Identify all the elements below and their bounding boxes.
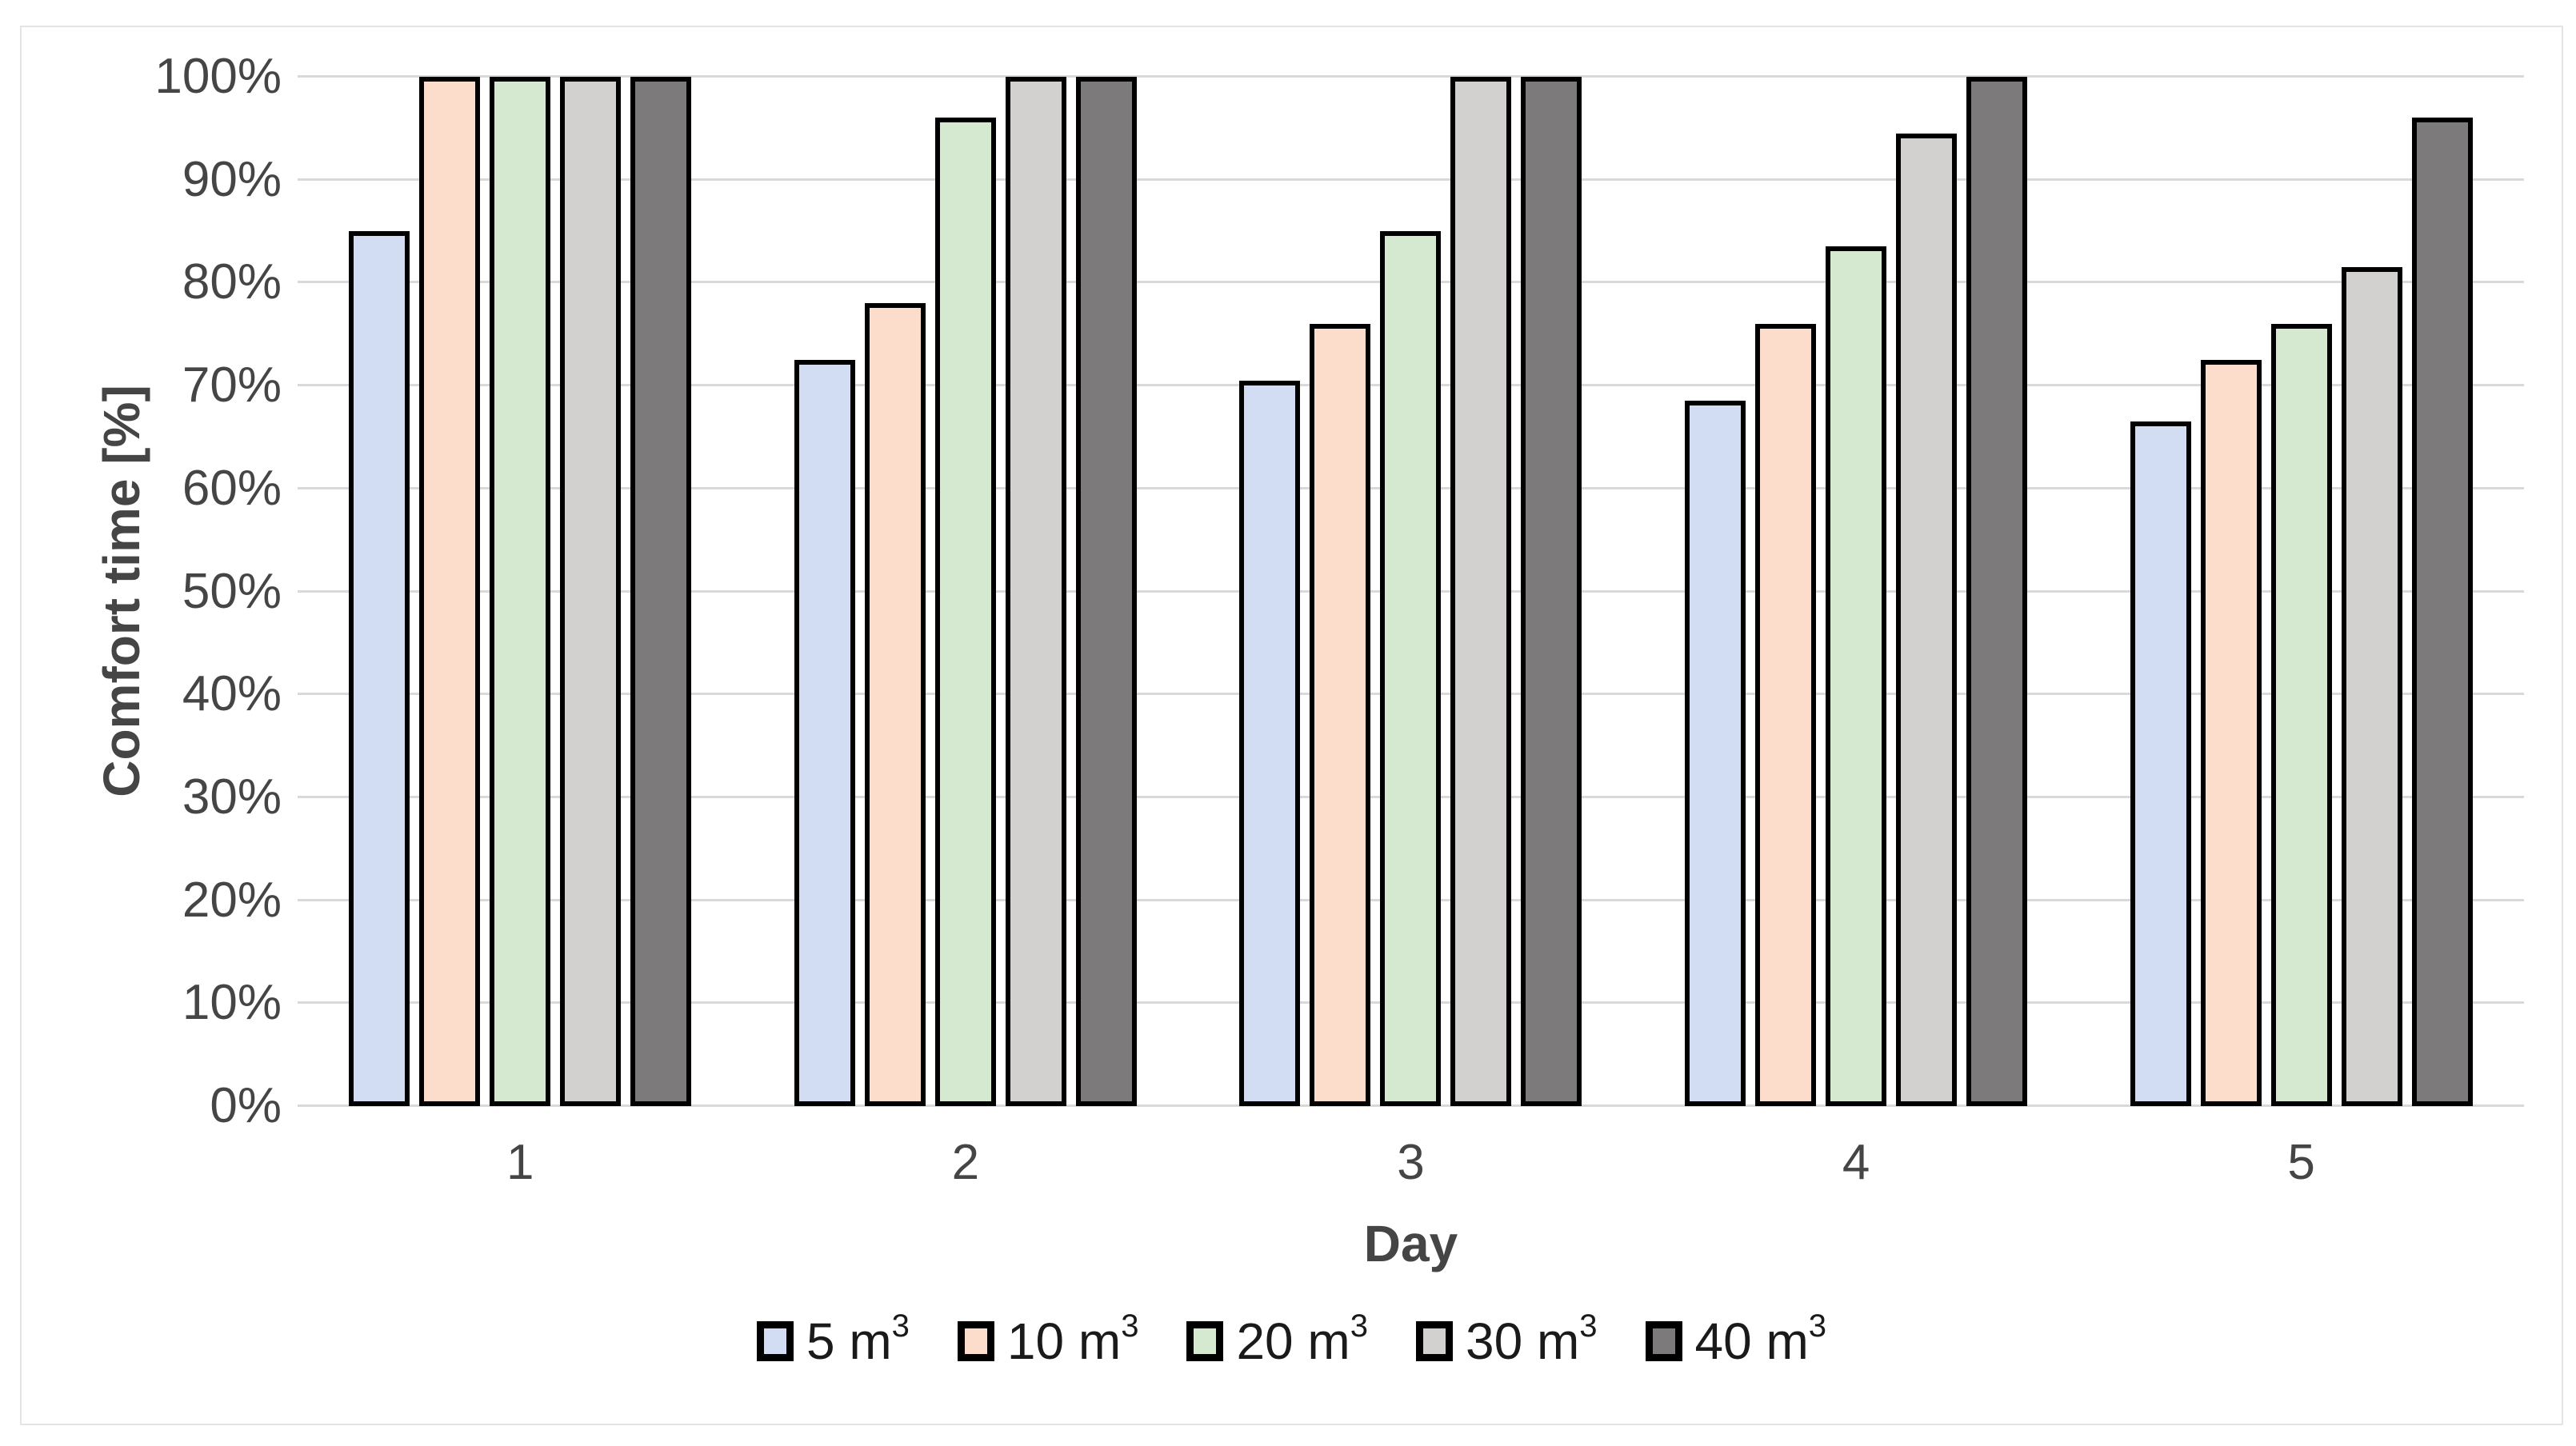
legend-marker-icon [756, 1321, 794, 1362]
bar-10m³-day-4 [1755, 323, 1817, 1106]
x-tick-label-1: 1 [506, 1135, 534, 1190]
legend-label-text: 20 m [1236, 1312, 1350, 1370]
bar-5m³-day-4 [1685, 401, 1746, 1106]
legend-item-5m³: 5 m3 [756, 1310, 910, 1370]
gridline-90 [298, 178, 2524, 181]
bar-20m³-day-3 [1380, 231, 1442, 1106]
y-tick-label-60: 60% [182, 460, 282, 516]
bar-40m³-day-1 [630, 77, 692, 1106]
legend-item-20m³: 20 m3 [1186, 1310, 1368, 1370]
plot-area [298, 75, 2524, 1107]
chart-figure: Comfort time [%] 0% 10% 20% 30% 40% 50% 60% 70%… [20, 26, 2563, 1425]
bar-30m³-day-3 [1450, 77, 1512, 1106]
y-tick-label-100: 100% [154, 49, 282, 104]
y-tick-label-0: 0% [210, 1078, 282, 1133]
legend-label-text: 5 m [806, 1312, 892, 1370]
x-tick-label-2: 2 [951, 1135, 980, 1190]
bar-20m³-day-4 [1826, 246, 1887, 1106]
y-tick-label-80: 80% [182, 254, 282, 310]
bar-5m³-day-1 [349, 231, 410, 1106]
legend-label: 10 m3 [1006, 1310, 1139, 1370]
bar-5m³-day-3 [1239, 380, 1301, 1106]
legend-item-30m³: 30 m3 [1415, 1310, 1598, 1370]
legend-label: 20 m3 [1236, 1310, 1368, 1370]
legend-label-superscript: 3 [1350, 1308, 1368, 1344]
x-tick-label-4: 4 [1842, 1135, 1870, 1190]
bar-30m³-day-4 [1896, 133, 1958, 1106]
legend-item-40m³: 40 m3 [1645, 1310, 1827, 1370]
bar-20m³-day-1 [490, 77, 551, 1106]
legend-label-superscript: 3 [1579, 1308, 1598, 1344]
bar-group-day-3 [1188, 77, 1634, 1106]
gridline-100 [298, 75, 2524, 78]
legend: 5 m3 10 m3 20 m3 30 m3 40 m3 [22, 1310, 2562, 1370]
legend-marker-icon [957, 1321, 994, 1362]
legend-label-superscript: 3 [1808, 1308, 1827, 1344]
x-axis-tick-labels: 1 2 3 4 5 [298, 1134, 2524, 1191]
bar-20m³-day-5 [2270, 323, 2332, 1106]
bar-40m³-day-5 [2411, 118, 2473, 1106]
bar-group-day-2 [743, 77, 1189, 1106]
legend-label: 40 m3 [1694, 1310, 1827, 1370]
bar-30m³-day-2 [1005, 77, 1066, 1106]
y-tick-label-10: 10% [182, 975, 282, 1031]
x-axis-title: Day [1363, 1215, 1458, 1272]
bar-groups [298, 77, 2524, 1106]
bar-40m³-day-4 [1966, 77, 2028, 1106]
legend-marker-icon [1186, 1321, 1224, 1362]
legend-label-superscript: 3 [891, 1308, 910, 1344]
bar-30m³-day-5 [2341, 267, 2402, 1106]
y-tick-label-50: 50% [182, 563, 282, 619]
y-tick-label-20: 20% [182, 872, 282, 928]
bar-10m³-day-1 [419, 77, 481, 1106]
y-tick-label-30: 30% [182, 769, 282, 825]
legend-label: 5 m3 [806, 1310, 910, 1370]
bar-10m³-day-3 [1310, 323, 1371, 1106]
legend-label-text: 40 m [1694, 1312, 1809, 1370]
legend-label-text: 10 m [1006, 1312, 1122, 1370]
bar-5m³-day-5 [2130, 421, 2191, 1106]
bar-5m³-day-2 [794, 359, 855, 1106]
bar-40m³-day-2 [1075, 77, 1137, 1106]
bar-20m³-day-2 [934, 118, 996, 1106]
y-axis-tick-labels: 0% 10% 20% 30% 40% 50% 60% 70% 80% 90% 100% [22, 52, 282, 1131]
legend-marker-icon [1415, 1321, 1453, 1362]
legend-item-10m³: 10 m3 [957, 1310, 1139, 1370]
legend-label-superscript: 3 [1121, 1308, 1139, 1344]
bar-30m³-day-1 [560, 77, 622, 1106]
legend-label-text: 30 m [1465, 1312, 1580, 1370]
bar-group-day-1 [298, 77, 743, 1106]
bar-10m³-day-2 [864, 303, 926, 1106]
bar-group-day-5 [2078, 77, 2524, 1106]
y-tick-label-70: 70% [182, 358, 282, 413]
legend-label: 30 m3 [1465, 1310, 1598, 1370]
bar-group-day-4 [1634, 77, 2079, 1106]
y-tick-label-40: 40% [182, 666, 282, 722]
x-tick-label-3: 3 [1397, 1135, 1425, 1190]
bar-10m³-day-5 [2200, 359, 2262, 1106]
y-tick-label-90: 90% [182, 151, 282, 207]
bar-40m³-day-3 [1521, 77, 1582, 1106]
x-tick-label-5: 5 [2287, 1135, 2315, 1190]
legend-marker-icon [1645, 1321, 1682, 1362]
